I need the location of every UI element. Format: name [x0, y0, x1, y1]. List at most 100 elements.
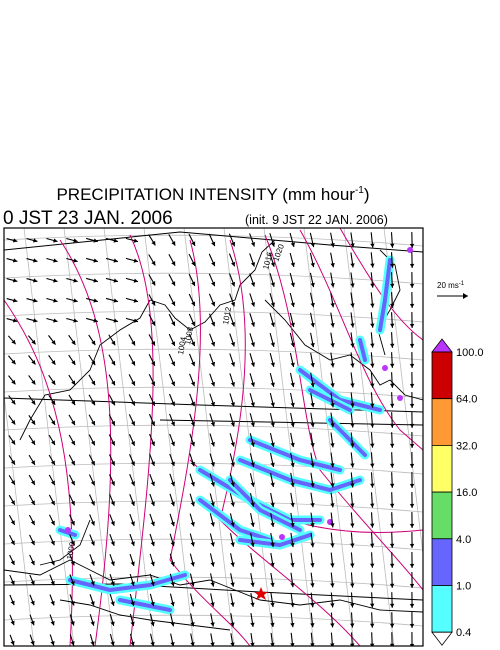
wind-arrow-head — [350, 583, 355, 588]
wind-arrow-head — [10, 620, 15, 626]
wind-arrow-head — [150, 461, 155, 466]
wind-arrow-head — [33, 298, 38, 303]
wind-arrow-head — [53, 278, 58, 283]
wind-arrow-head — [190, 561, 195, 567]
wind-arrow-head — [110, 581, 115, 586]
wind-arrow-head — [310, 462, 315, 468]
wind-arrow-head — [270, 302, 275, 307]
wind-arrow-head — [90, 440, 95, 446]
wind-arrow-head — [330, 363, 335, 368]
wind-arrow-head — [33, 238, 38, 243]
wind-arrow-head — [91, 400, 95, 406]
wind-arrow-head — [150, 581, 155, 587]
wind-arrow-head — [131, 360, 136, 366]
colorbar-label: 64.0 — [456, 394, 477, 406]
wind-arrow-head — [290, 462, 295, 468]
wind-arrow-head — [110, 481, 115, 486]
wind-arrow-head — [70, 560, 75, 566]
wind-arrow-head — [170, 601, 175, 607]
wind-arrow-head — [409, 323, 415, 328]
wind-arrow-head — [290, 622, 295, 628]
boundary — [159, 419, 423, 426]
wind-arrow-head — [50, 580, 55, 586]
init-time: (init. 9 JST 22 JAN. 2006) — [245, 213, 388, 227]
wind-arrow-head — [350, 523, 355, 528]
colorbar-label: 16.0 — [456, 487, 477, 499]
wind-arrow-head — [130, 421, 135, 426]
wind-arrow-head — [70, 460, 75, 466]
wind-arrow-head — [33, 258, 38, 263]
wind-arrow-head — [250, 362, 255, 367]
precip-moderate — [248, 438, 342, 472]
wind-arrow-head — [389, 463, 395, 468]
wind-arrow-head — [150, 521, 155, 527]
wind-arrow-head — [290, 342, 295, 348]
wind-arrow-head — [250, 282, 256, 287]
wind-arrow-head — [170, 381, 176, 386]
wind-arrow-head — [310, 302, 315, 308]
wind-arrow-head — [390, 263, 395, 268]
vector-scale-label: 20 ms-1 — [437, 281, 465, 290]
wind-arrow-head — [150, 421, 155, 426]
wind-arrow-head — [369, 623, 375, 628]
wind-arrow-head — [250, 442, 255, 447]
valid-time: 0 JST 23 JAN. 2006 — [3, 208, 173, 229]
wind-arrow-head — [330, 283, 335, 288]
wind-arrow-head — [230, 301, 236, 307]
precip-moderate — [358, 338, 367, 362]
wind-arrow-head — [250, 602, 255, 607]
wind-arrow-head — [53, 298, 58, 303]
wind-arrow-head — [310, 362, 315, 368]
wind-arrow-head — [210, 361, 216, 367]
grid-line — [4, 234, 423, 247]
isobar — [169, 239, 251, 646]
colorbar-label: 32.0 — [456, 440, 477, 452]
wind-arrow-head — [270, 482, 275, 487]
wind-arrow-head — [11, 379, 16, 385]
isobar-label: 1000 — [65, 541, 77, 561]
wind-arrow-head — [390, 283, 395, 288]
coastline — [264, 299, 423, 401]
wind-arrow-head — [310, 322, 315, 328]
wind-arrow-head — [290, 502, 295, 508]
precip-moderate — [308, 388, 352, 412]
wind-arrow-head — [390, 243, 395, 248]
wind-arrow-head — [71, 360, 76, 365]
precip-heavy — [382, 365, 388, 371]
wind-arrow-head — [93, 298, 98, 303]
coastlines — [4, 239, 423, 631]
wind-arrow-head — [170, 521, 175, 527]
wind-arrow-head — [230, 582, 235, 587]
wind-arrow-head — [350, 543, 355, 548]
wind-arrow-head — [150, 441, 155, 446]
wind-arrow-head — [53, 318, 58, 323]
wind-arrow-head — [130, 441, 135, 446]
precip-moderate — [198, 498, 272, 542]
wind-arrow-head — [151, 381, 156, 386]
wind-arrow-head — [90, 581, 95, 586]
wind-arrow-head — [310, 643, 315, 646]
isobar — [129, 234, 154, 646]
wind-arrow-head — [150, 541, 155, 547]
wind-arrow-head — [330, 383, 335, 388]
wind-arrow-head — [171, 301, 176, 306]
wind-arrow-head — [330, 563, 335, 568]
wind-arrow-head — [370, 483, 375, 488]
wind-arrow-head — [190, 622, 195, 627]
wind-arrow-head — [370, 283, 375, 288]
wind-arrow-head — [151, 341, 156, 346]
wind-arrow-head — [71, 420, 75, 426]
wind-arrow-head — [230, 522, 235, 527]
wind-arrow-head — [51, 440, 55, 445]
vector-scale-head — [463, 293, 468, 299]
grid-line — [343, 228, 395, 646]
wind-arrow-head — [90, 601, 95, 606]
coastline — [149, 239, 276, 331]
wind-arrow-head — [250, 462, 255, 467]
wind-arrow-head — [30, 580, 35, 586]
wind-arrow-head — [151, 240, 156, 246]
wind-arrow-head — [409, 243, 415, 248]
wind-arrow-head — [110, 521, 115, 526]
wind-arrow-head — [330, 423, 335, 428]
